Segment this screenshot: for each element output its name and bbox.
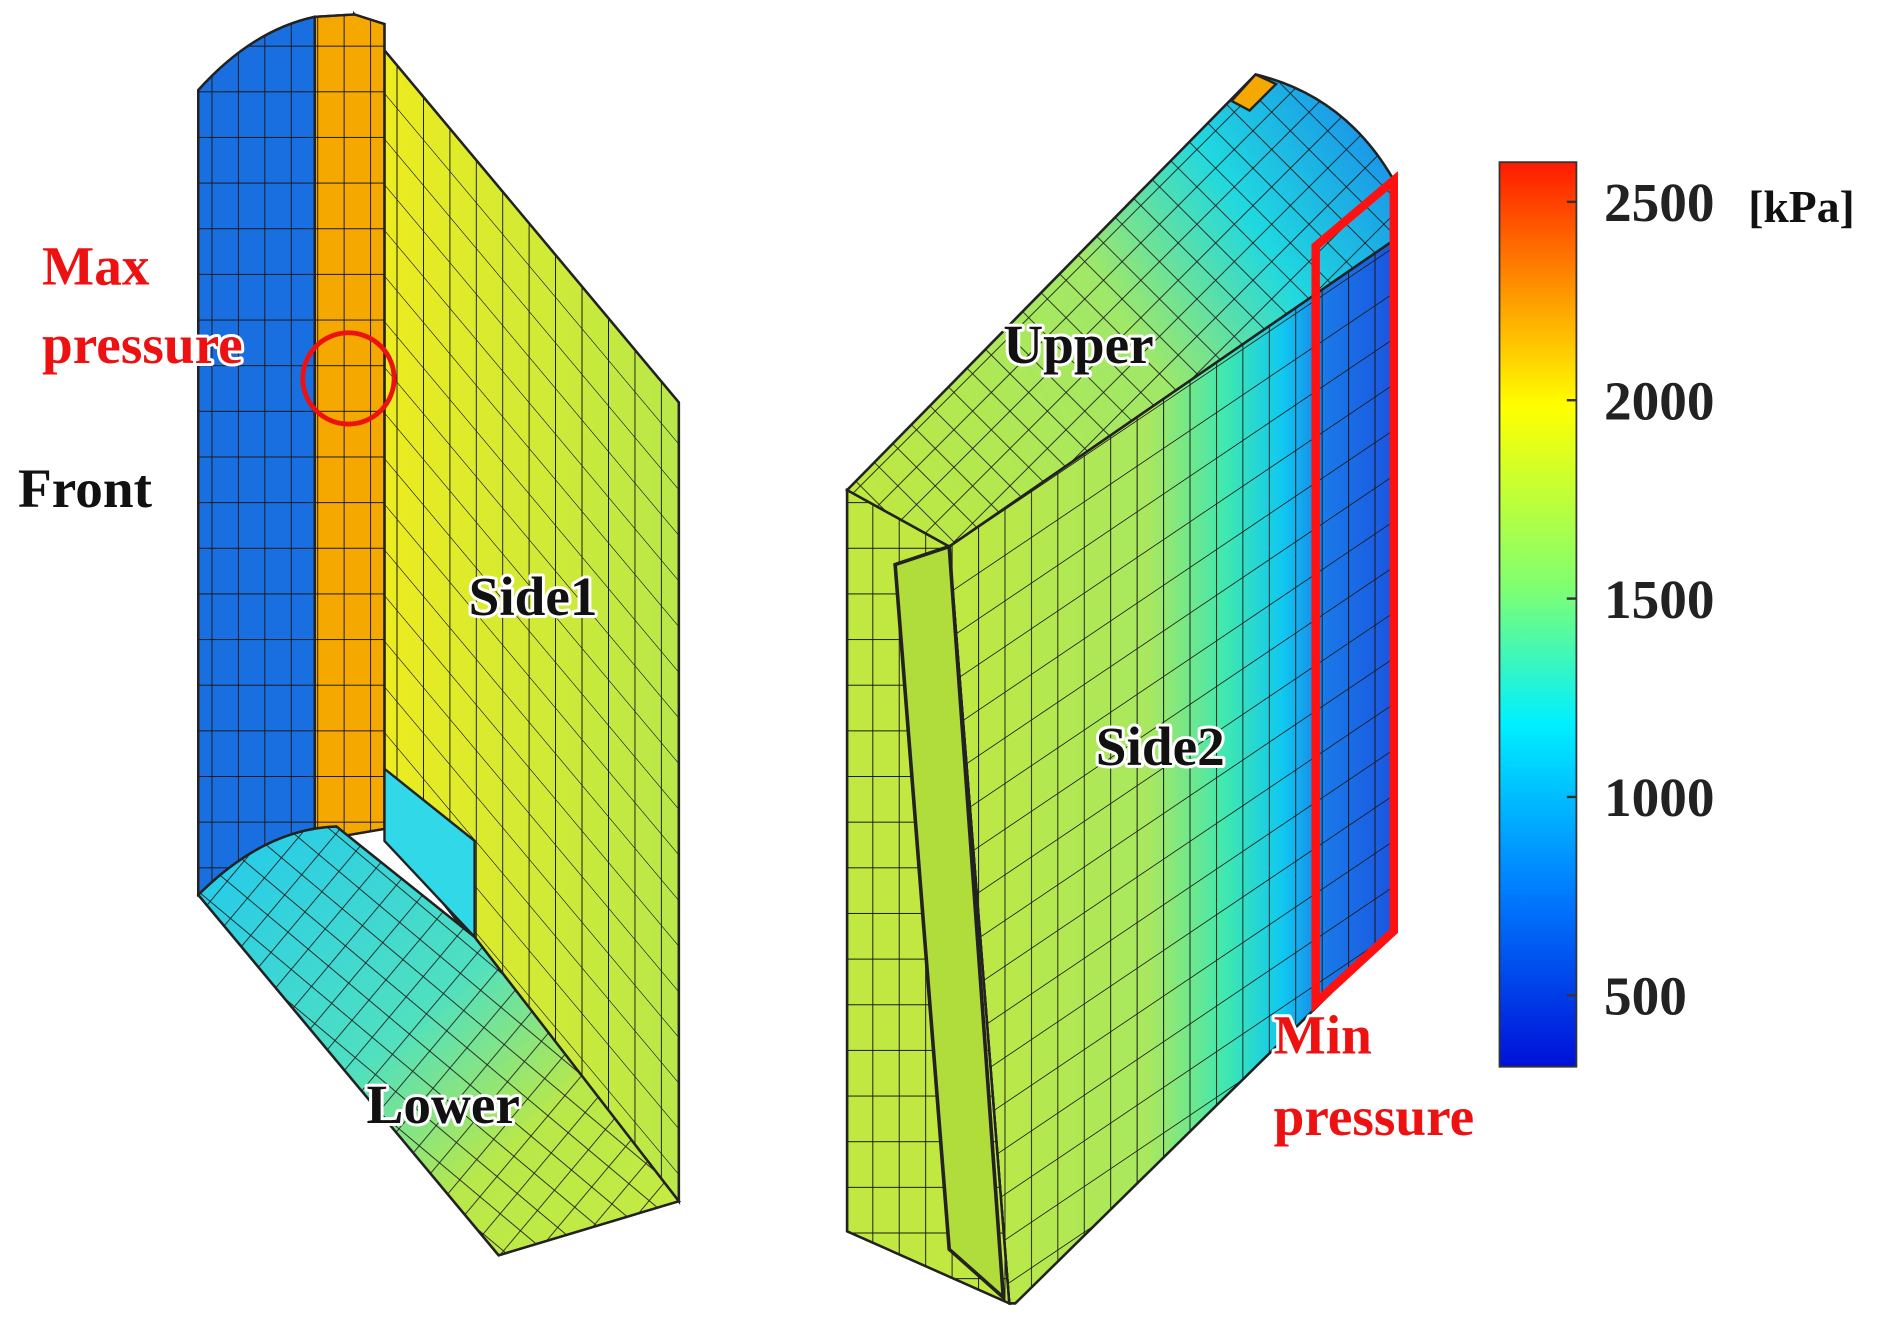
colorbar-tick-label: 500 (1604, 966, 1687, 1027)
face-label: Front (18, 458, 153, 519)
face-label: Side2 (1096, 716, 1225, 777)
colorbar-unit: [kPa] (1748, 181, 1854, 232)
right-mesh (845, 73, 1395, 1306)
max-label: Max (42, 236, 150, 297)
min-label: pressure (1274, 1086, 1475, 1147)
max-label: pressure (42, 314, 243, 375)
face-label: Lower (366, 1074, 519, 1135)
colorbar-tick-label: 2500 (1604, 172, 1715, 233)
min-label: Min (1274, 1005, 1372, 1066)
face-label: Side1 (469, 566, 598, 627)
colorbar-tick-label: 1000 (1604, 767, 1715, 828)
colorbar-tick-label: 2000 (1604, 370, 1715, 431)
max-marker (300, 330, 397, 427)
min-marker (1311, 171, 1398, 1013)
left-mesh (196, 10, 681, 1257)
colorbar: [kPa] 500 1000 1500 2000 2500 (1498, 161, 1855, 1068)
colorbar-gradient (1498, 161, 1578, 1068)
face-label: Upper (1003, 314, 1153, 375)
colorbar-tick-label: 1500 (1604, 569, 1715, 630)
